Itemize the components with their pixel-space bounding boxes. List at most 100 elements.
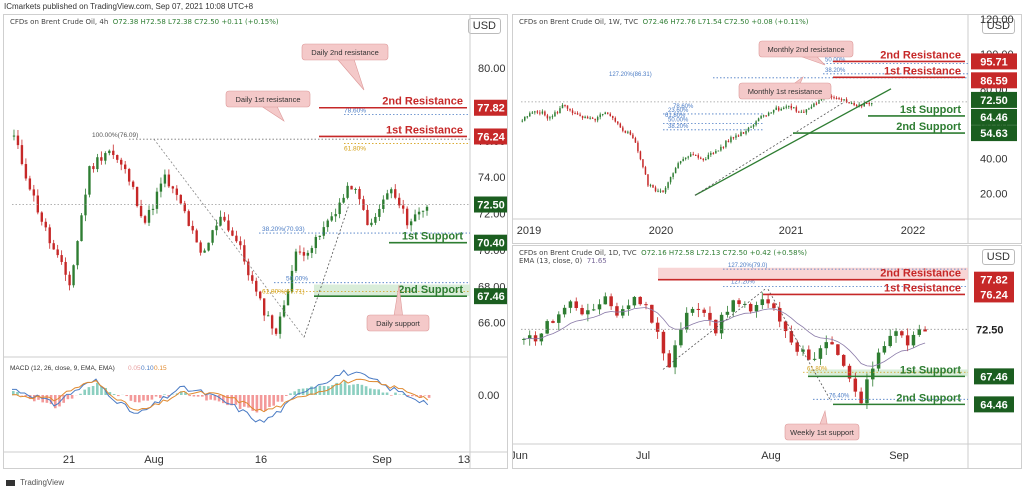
h4-candle-body [266, 315, 270, 317]
h4-macd-signal-line [11, 378, 429, 413]
weekly-header: CFDs on Brent Crude Oil, 1W, TVC O72.46 … [519, 18, 809, 26]
h4-fib-label: 100.00%(76.09) [92, 132, 138, 139]
weekly-candle-body [815, 103, 818, 105]
weekly-candle-body [777, 107, 780, 111]
h4-macd-histogram-bar [419, 395, 422, 398]
weekly-candle-body [551, 116, 554, 118]
h4-macd-histogram-bar [343, 380, 347, 395]
weekly-fib-label: 38.20% [668, 124, 689, 130]
weekly-candle-body [637, 142, 639, 152]
h4-candle-body [322, 227, 325, 236]
h4-candle-body [239, 241, 242, 246]
h4-candle-body [12, 135, 16, 137]
weekly-candle-body [599, 114, 601, 118]
h4-candle-body [350, 185, 353, 190]
daily-2nd-support-price-value: 64.46 [980, 399, 1008, 411]
daily-fib-trend-2 [767, 289, 832, 402]
h4-x-tick: Sep [372, 454, 392, 466]
weekly-candle-body [732, 137, 735, 139]
h4-candle-body [84, 194, 87, 216]
h4-2nd-resistance-price-value: 77.82 [477, 103, 505, 115]
weekly-candle-body [566, 105, 569, 109]
weekly-candle-body [529, 113, 531, 117]
daily-candle-body [696, 308, 701, 310]
weekly-candle-body [629, 131, 632, 135]
weekly-candle-body [571, 110, 574, 114]
h4-macd-histogram-bar [79, 393, 82, 395]
h4-candle-body [151, 208, 155, 210]
weekly-candle-body [644, 167, 647, 175]
weekly-chart-svg[interactable]: 120.00100.0080.0060.0040.0020.0050.00%12… [513, 15, 1021, 243]
weekly-candle-body [546, 115, 549, 119]
h4-fib-label: 38.20%(70.93) [262, 226, 305, 233]
h4-chart-panel[interactable]: CFDs on Brent Crude Oil, 4h O72.38 H72.5… [3, 14, 508, 469]
weekly-candle-body [596, 117, 599, 121]
weekly-currency-button[interactable]: USD [981, 18, 1015, 34]
h4-fib-trend [153, 138, 305, 338]
h4-candle-body [207, 242, 210, 251]
h4-macd-histogram-bar [297, 388, 301, 395]
weekly-candle-body [554, 112, 556, 117]
weekly-x-tick: 2020 [649, 225, 673, 237]
h4-candle-body [104, 153, 107, 161]
daily-2nd-resistance-price-box [974, 271, 1014, 288]
weekly-candle-body [740, 132, 742, 137]
daily-candle-body [621, 309, 625, 316]
h4-1st-support-price-box [474, 234, 507, 251]
h4-candle-body [64, 261, 67, 275]
daily-chart-svg[interactable]: 127.20%(79.0) 127.20% 61.80% 76.40% 2nd Resi… [513, 246, 1021, 468]
weekly-candle-body [612, 116, 614, 119]
h4-candle-body [48, 227, 51, 244]
daily-candle-body [684, 312, 689, 330]
daily-candle-body [853, 378, 858, 392]
h4-macd-histogram-bar [280, 395, 284, 402]
weekly-candle-body [833, 97, 835, 99]
weekly-candle-body [559, 108, 561, 114]
h4-macd-histogram-bar [377, 389, 380, 395]
weekly-x-tick: 2021 [779, 225, 803, 237]
h4-macd-histogram-bar [188, 395, 191, 397]
daily-candle-body [562, 307, 567, 315]
h4-candle-body [370, 222, 373, 226]
daily-candle-body [632, 296, 637, 306]
h4-x-tick: 13 [458, 454, 470, 466]
weekly-candle-body [524, 116, 526, 121]
h4-chart-svg[interactable]: 80.0078.0076.0074.0072.0070.0068.0066.00… [4, 15, 507, 468]
daily-candle-body [894, 331, 898, 336]
h4-macd-histogram-bar [91, 385, 95, 395]
daily-candle-body [522, 338, 526, 340]
daily-ema-line [523, 307, 926, 367]
h4-candle-body [72, 265, 75, 286]
weekly-candle-body [803, 111, 805, 113]
h4-candle-body [52, 243, 55, 250]
daily-candle-body [609, 296, 613, 307]
weekly-candle-body [672, 173, 674, 177]
h4-candle-body [175, 188, 179, 195]
daily-x-tick: Jul [636, 450, 650, 462]
h4-candle-body [92, 166, 95, 170]
h4-candle-body [112, 150, 115, 156]
weekly-candle-body [717, 150, 720, 152]
h4-currency-button[interactable]: USD [467, 18, 501, 34]
daily-candle-body [725, 311, 730, 315]
daily-candle-body [679, 329, 683, 346]
h4-x-tick: Aug [144, 454, 164, 466]
daily-chart-panel[interactable]: CFDs on Brent Crude Oil, 1D, TVC O72.16 … [512, 245, 1022, 469]
daily-candle-body [865, 379, 869, 404]
footer[interactable]: TradingView [6, 478, 64, 487]
daily-currency-button[interactable]: USD [981, 249, 1015, 265]
weekly-x-tick: 2022 [901, 225, 925, 237]
weekly-candle-body [536, 111, 539, 113]
h4-candle-body [251, 275, 254, 281]
h4-macd-label: MACD (12, 26, close, 9, EMA, EMA) [10, 365, 115, 372]
h4-candle-body [68, 274, 71, 286]
weekly-candle-body [788, 105, 790, 107]
weekly-candle-body [579, 114, 581, 116]
weekly-trendline [694, 88, 892, 196]
weekly-chart-panel[interactable]: CFDs on Brent Crude Oil, 1W, TVC O72.46 … [512, 14, 1022, 244]
h4-callout-daily-support-text: Daily support [376, 319, 421, 328]
weekly-candle-body [720, 146, 722, 151]
h4-1st-resistance-price-value: 76.24 [477, 131, 505, 143]
h4-macd-histogram-bar [62, 395, 65, 403]
h4-candle-body [40, 212, 43, 222]
